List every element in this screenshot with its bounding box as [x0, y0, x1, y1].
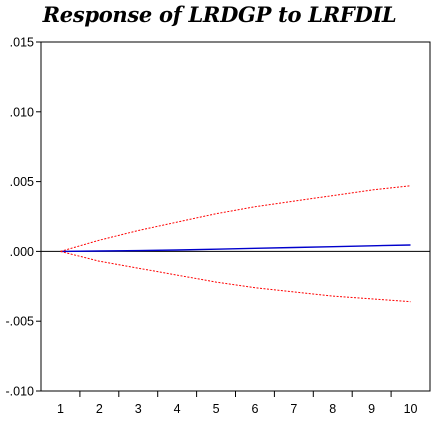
upper-band-line [60, 185, 411, 252]
y-tick-label: .000 [10, 245, 34, 259]
x-tick-label: 7 [290, 402, 297, 416]
y-tick-label: -.010 [6, 385, 35, 399]
response-line [60, 244, 411, 253]
y-axis: .015 .010 .005 .000 -.005 -.010 [6, 36, 41, 399]
series-lines [60, 185, 411, 303]
x-axis: 1 2 3 4 5 6 7 8 9 10 [57, 391, 418, 416]
x-tick-label: 8 [329, 402, 336, 416]
y-tick-label: .005 [10, 175, 34, 189]
x-tick-label: 5 [213, 402, 220, 416]
x-tick-label: 9 [368, 402, 375, 416]
chart-title: Response of LRDGP to LRFDIL [42, 2, 397, 27]
x-tick-label: 4 [174, 402, 181, 416]
x-tick-label: 3 [135, 402, 142, 416]
lower-band-line [60, 250, 411, 303]
y-tick-label: .010 [10, 105, 34, 119]
x-tick-label: 10 [404, 402, 418, 416]
y-tick-label: -.005 [6, 315, 35, 329]
x-tick-label: 2 [96, 402, 103, 416]
y-tick-label: .015 [10, 36, 34, 50]
plot-frame [40, 41, 431, 392]
x-tick-label: 6 [251, 402, 258, 416]
x-tick-label: 1 [57, 402, 64, 416]
